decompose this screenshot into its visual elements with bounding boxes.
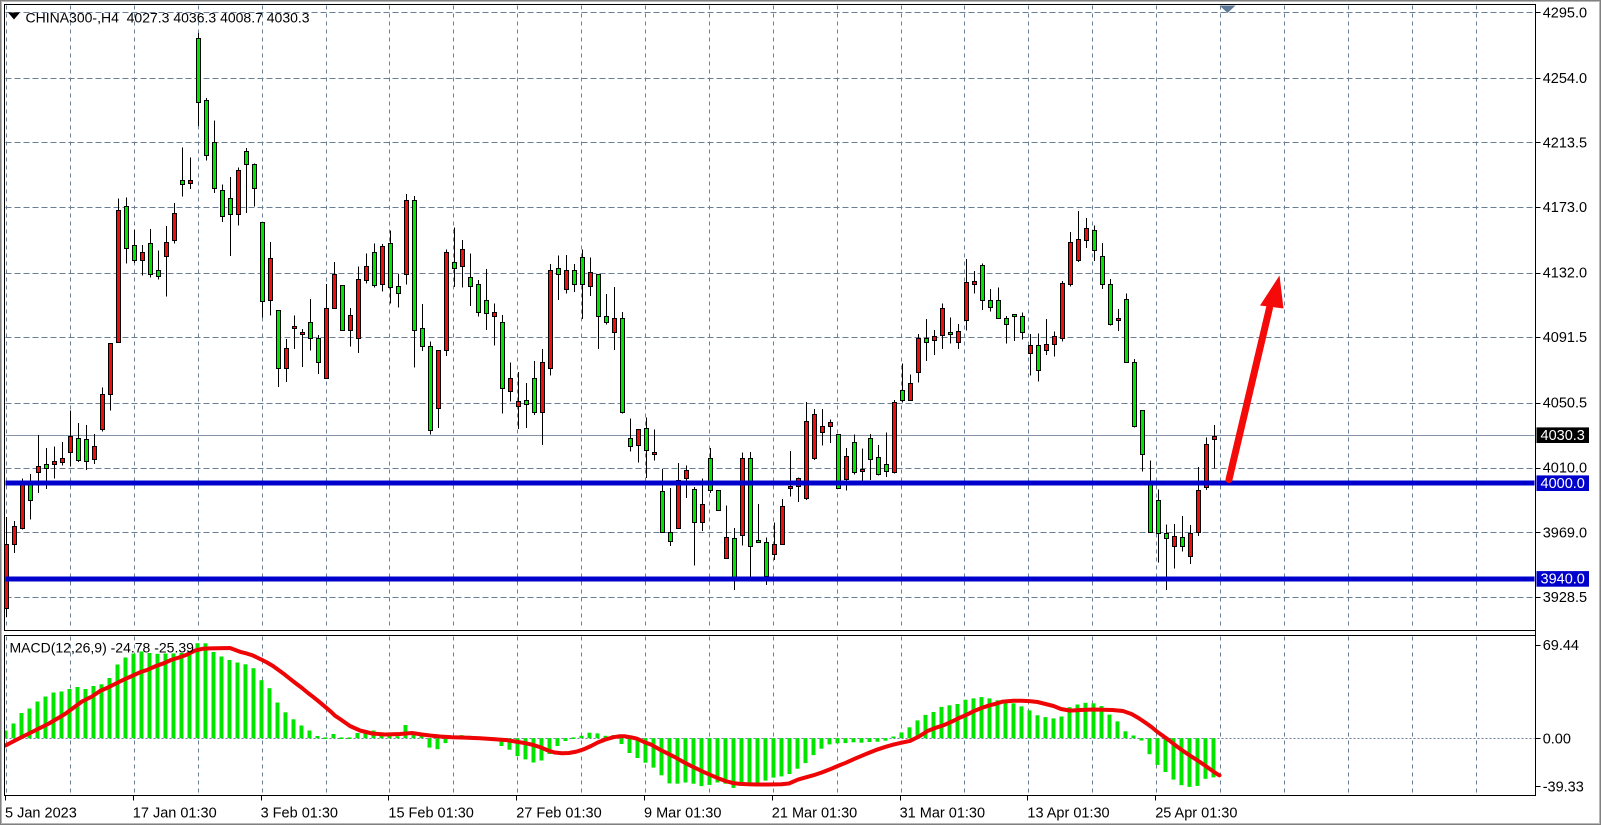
svg-text:3940.0: 3940.0 (1541, 572, 1585, 588)
svg-text:4000.0: 4000.0 (1541, 476, 1585, 492)
svg-text:4091.5: 4091.5 (1543, 330, 1587, 346)
svg-text:-39.33: -39.33 (1543, 780, 1584, 796)
svg-text:15 Feb 01:30: 15 Feb 01:30 (388, 806, 473, 822)
svg-text:4254.0: 4254.0 (1543, 71, 1587, 87)
svg-text:4132.0: 4132.0 (1543, 266, 1587, 282)
svg-text:69.44: 69.44 (1543, 638, 1579, 654)
svg-text:MACD(12,26,9) -24.78 -25.39: MACD(12,26,9) -24.78 -25.39 (10, 640, 195, 656)
svg-text:3928.5: 3928.5 (1543, 590, 1587, 606)
svg-text:3 Feb 01:30: 3 Feb 01:30 (261, 806, 338, 822)
svg-text:17 Jan 01:30: 17 Jan 01:30 (133, 806, 217, 822)
svg-text:4173.0: 4173.0 (1543, 200, 1587, 216)
svg-text:25 Apr 01:30: 25 Apr 01:30 (1155, 806, 1237, 822)
svg-text:4010.0: 4010.0 (1543, 461, 1587, 477)
svg-text:27 Feb 01:30: 27 Feb 01:30 (516, 806, 601, 822)
svg-text:5 Jan 2023: 5 Jan 2023 (5, 806, 77, 822)
svg-text:4295.0: 4295.0 (1543, 6, 1587, 22)
svg-text:9 Mar 01:30: 9 Mar 01:30 (644, 806, 721, 822)
svg-text:4050.5: 4050.5 (1543, 396, 1587, 412)
svg-text:3969.0: 3969.0 (1543, 525, 1587, 541)
svg-text:0.00: 0.00 (1543, 731, 1571, 747)
svg-text:21 Mar 01:30: 21 Mar 01:30 (772, 806, 857, 822)
svg-text:4030.3: 4030.3 (1541, 428, 1585, 444)
svg-text:4213.5: 4213.5 (1543, 136, 1587, 152)
svg-text:13 Apr 01:30: 13 Apr 01:30 (1027, 806, 1109, 822)
svg-text:CHINA300-,H4 4027.3 4036.3 40: CHINA300-,H4 4027.3 4036.3 4008.7 4030.3 (26, 10, 310, 26)
svg-text:31 Mar 01:30: 31 Mar 01:30 (900, 806, 985, 822)
